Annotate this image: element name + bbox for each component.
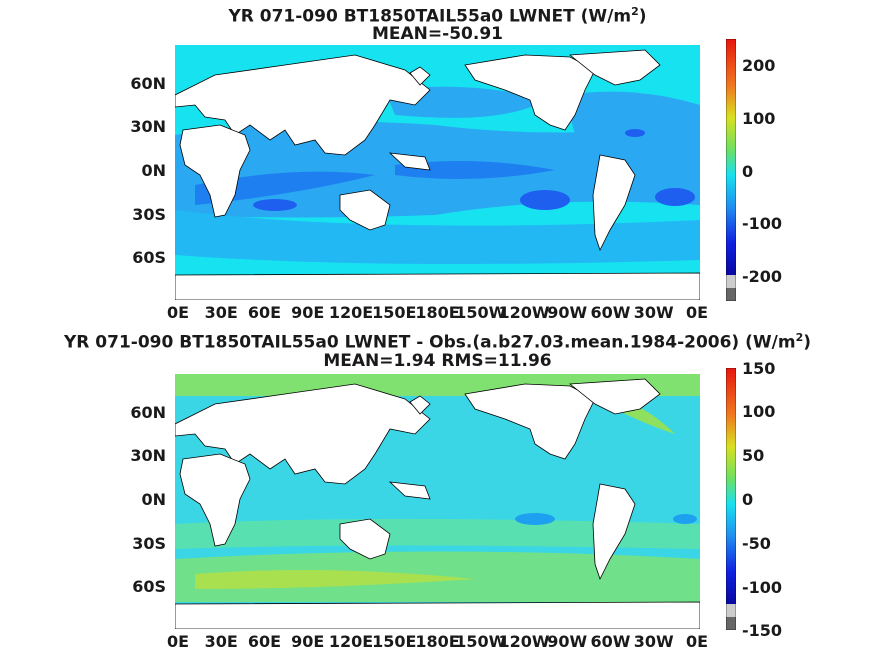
panel1-x-label: 60E [247, 303, 282, 322]
panel2-cbar-label-150: 150 [742, 359, 776, 378]
panel1-map [175, 45, 700, 300]
panel1-y-label-0n: 0N [141, 161, 166, 180]
panel2-x-label: 90W [547, 632, 588, 651]
panel1-x-label: 0E [685, 303, 709, 322]
panel1-y-label-30n: 30N [130, 117, 166, 136]
panel1-cbar-label-minus200: -200 [742, 267, 783, 286]
panel2-colorbar [726, 368, 736, 630]
panel1-x-label: 120E [328, 303, 374, 322]
panel2-x-label: 90E [291, 632, 325, 651]
panel2-x-label: 120E [328, 632, 374, 651]
panel1-x-label: 30E [204, 303, 238, 322]
panel1-x-label: 180E [415, 303, 460, 322]
panel2-x-label: 150W [455, 632, 507, 651]
panel2-x-label: 60W [590, 632, 631, 651]
panel2-subtitle: MEAN=1.94 RMS=11.96 [323, 351, 552, 371]
panel1-x-label: 90W [547, 303, 588, 322]
panel2-cbar-label-minus150: -150 [742, 621, 783, 640]
panel1-x-label: 120W [498, 303, 550, 322]
panel2-x-label: 30W [633, 632, 674, 651]
panel2-y-label-0n: 0N [141, 490, 166, 509]
panel1-x-label: 30W [633, 303, 674, 322]
panel1-x-label: 0E [166, 303, 190, 322]
panel1-subtitle: MEAN=-50.91 [372, 24, 503, 44]
panel1-y-label-60s: 60S [132, 248, 166, 267]
panel2-cbar-label-minus100: -100 [742, 578, 783, 597]
panel2-x-label: 150E [372, 632, 417, 651]
panel1-x-label: 60W [590, 303, 631, 322]
panel2-y-label-60n: 60N [130, 403, 166, 422]
panel1-y-label-30s: 30S [132, 205, 166, 224]
panel2-cbar-label-100: 100 [742, 402, 776, 421]
panel1-cbar-label-minus100: -100 [742, 214, 783, 233]
panel1-colorbar [726, 39, 736, 301]
panel2-x-label: 180E [415, 632, 460, 651]
panel2-x-label: 0E [685, 632, 709, 651]
panel2-map [175, 374, 700, 629]
panel2-y-label-60s: 60S [132, 577, 166, 596]
panel2-cbar-label-0: 0 [742, 490, 754, 509]
panel1-cbar-label-0: 0 [742, 162, 754, 181]
panel1-y-label-60n: 60N [130, 74, 166, 93]
panel1-cbar-label-100: 100 [742, 109, 776, 128]
panel2-cbar-label-50: 50 [742, 446, 765, 465]
panel2-x-label: 0E [166, 632, 190, 651]
panel2-y-label-30n: 30N [130, 446, 166, 465]
panel2-cbar-label-minus50: -50 [742, 534, 771, 553]
panel2-x-label: 120W [498, 632, 550, 651]
panel1-title: YR 071-090 BT1850TAIL55a0 LWNET (W/m2) [228, 5, 647, 27]
panel2-title: YR 071-090 BT1850TAIL55a0 LWNET - Obs.(a… [63, 331, 812, 353]
panel2-x-label: 60E [247, 632, 282, 651]
panel2-x-label: 30E [204, 632, 238, 651]
panel1-cbar-label-200: 200 [742, 56, 776, 75]
panel2-y-label-30s: 30S [132, 534, 166, 553]
panel1-x-label: 150W [455, 303, 507, 322]
panel1-x-label: 150E [372, 303, 417, 322]
panel1-x-label: 90E [291, 303, 325, 322]
